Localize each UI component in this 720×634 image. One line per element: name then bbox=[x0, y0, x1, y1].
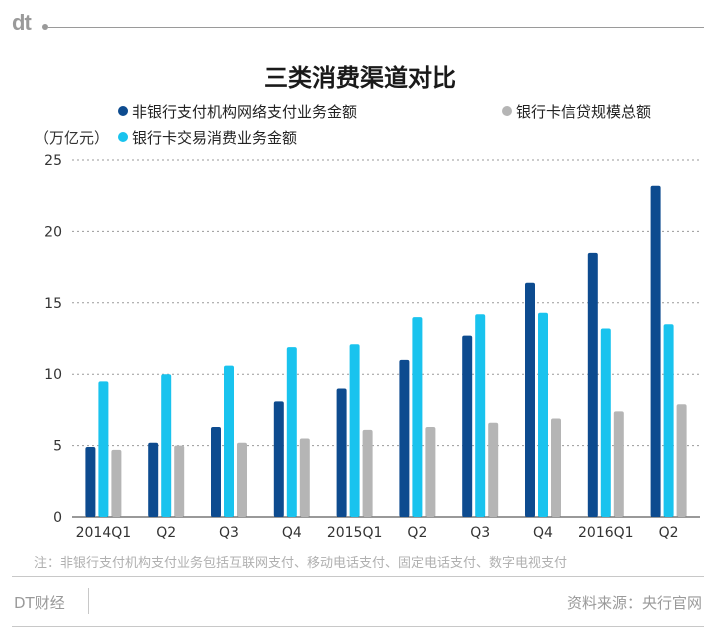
y-tick-label: 25 bbox=[44, 153, 62, 169]
bar bbox=[399, 359, 410, 517]
x-tick-label: 2015Q1 bbox=[327, 525, 383, 541]
bar bbox=[211, 427, 221, 517]
bar bbox=[98, 381, 109, 517]
bar bbox=[237, 442, 247, 517]
legend-item-credit: 银行卡信贷规模总额 bbox=[502, 101, 651, 122]
x-tick-label: 2016Q1 bbox=[578, 525, 634, 541]
bar bbox=[412, 317, 423, 517]
bar bbox=[587, 252, 598, 517]
bar bbox=[174, 445, 185, 517]
legend-item-network-payment: 非银行支付机构网络支付业务金额 bbox=[118, 101, 357, 122]
bar bbox=[299, 438, 310, 517]
bar bbox=[538, 312, 548, 517]
x-tick-label: Q4 bbox=[533, 525, 553, 541]
legend-label-network-payment: 非银行支付机构网络支付业务金额 bbox=[132, 103, 358, 121]
y-tick-label: 20 bbox=[44, 224, 62, 240]
x-tick-label: Q3 bbox=[219, 525, 239, 541]
y-axis-unit: （万亿元） bbox=[34, 129, 110, 147]
bar bbox=[551, 418, 561, 517]
legend-dot-card-consumption bbox=[118, 132, 128, 142]
y-tick-label: 0 bbox=[53, 510, 62, 526]
y-tick-label: 5 bbox=[53, 439, 62, 455]
bar bbox=[273, 401, 284, 517]
dt-logo: dt bbox=[12, 10, 32, 35]
legend-dot-credit bbox=[502, 106, 512, 116]
y-tick-label: 15 bbox=[44, 296, 62, 312]
footer-rule bbox=[12, 576, 704, 577]
bottom-rule bbox=[12, 626, 704, 627]
bar bbox=[425, 427, 436, 517]
chart-title: 三类消费渠道对比 bbox=[264, 64, 456, 92]
bar bbox=[600, 328, 611, 517]
x-tick-label: Q2 bbox=[407, 525, 427, 541]
x-tick-label: 2014Q1 bbox=[76, 525, 132, 541]
bar bbox=[525, 282, 535, 517]
legend-label-card-consumption: 银行卡交易消费业务金额 bbox=[132, 129, 298, 147]
footer-brand: DT财经 bbox=[14, 594, 65, 612]
header-rule bbox=[42, 24, 704, 30]
bar bbox=[613, 411, 624, 517]
bar bbox=[224, 365, 234, 517]
legend-item-card-consumption: 银行卡交易消费业务金额 bbox=[118, 127, 297, 148]
legend-dot-network-payment bbox=[118, 106, 128, 116]
legend-label-credit: 银行卡信贷规模总额 bbox=[516, 103, 652, 121]
x-tick-label: Q4 bbox=[282, 525, 302, 541]
y-tick-label: 10 bbox=[44, 367, 62, 383]
bar bbox=[462, 335, 473, 517]
bar bbox=[85, 447, 96, 517]
x-tick-label: Q2 bbox=[156, 525, 176, 541]
footer-source: 资料来源：央行官网 bbox=[566, 594, 702, 612]
bar bbox=[488, 422, 499, 517]
x-tick-label: Q3 bbox=[470, 525, 490, 541]
bar bbox=[161, 374, 172, 517]
footnote: 注：非银行支付机构支付业务包括互联网支付、移动电话支付、固定电话支付、数字电视支… bbox=[34, 556, 568, 571]
bar bbox=[111, 449, 122, 517]
bar bbox=[650, 185, 661, 518]
bar bbox=[362, 429, 373, 517]
bar bbox=[349, 344, 360, 517]
bar bbox=[336, 388, 347, 517]
bar bbox=[475, 314, 486, 517]
footer-divider bbox=[88, 588, 89, 614]
bar bbox=[663, 324, 674, 517]
bar bbox=[676, 404, 687, 517]
bar-chart: 0 5 10 15 20 25 2014Q1 Q2 Q3 Q4 2015Q1 Q2 Q3 Q4 2016Q1… bbox=[44, 153, 700, 541]
bar bbox=[148, 442, 159, 517]
bar bbox=[286, 347, 297, 517]
x-tick-label: Q2 bbox=[659, 525, 679, 541]
